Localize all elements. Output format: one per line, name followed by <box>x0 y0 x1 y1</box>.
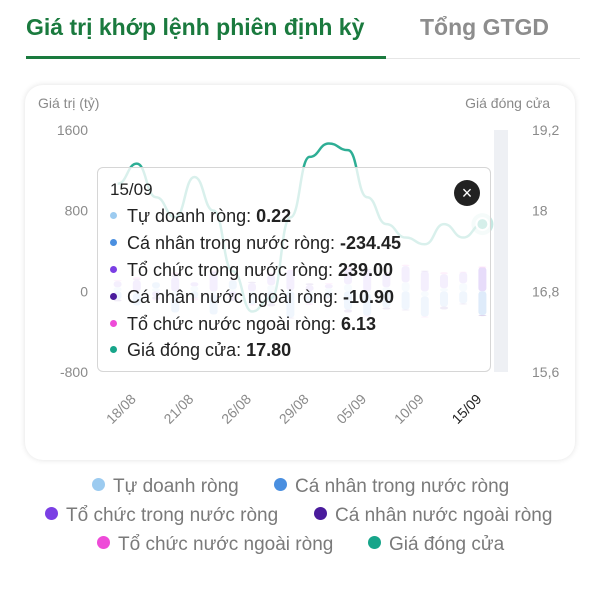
x-tick-label: 10/09 <box>391 391 427 427</box>
active-tab-underline <box>26 56 386 59</box>
legend-swatch <box>314 507 327 521</box>
chart-tooltip: 15/09 × Tự doanh ròng: 0.22 Cá nhân tron… <box>97 167 491 372</box>
tooltip-label: Tổ chức trong nước ròng: <box>127 260 338 280</box>
legend-swatch <box>45 507 58 521</box>
right-axis-title: Giá đóng cửa <box>465 95 550 111</box>
legend-swatch <box>274 478 287 492</box>
tooltip-value: 6.13 <box>341 314 377 334</box>
tooltip-row-gia-dong-cua: Giá đóng cửa: 17.80 <box>110 340 291 361</box>
tooltip-dot <box>110 265 117 273</box>
tooltip-dot <box>110 345 117 353</box>
right-tick-label: 15,6 <box>532 364 559 380</box>
highlight-band <box>494 130 508 372</box>
legend-label: Cá nhân nước ngoài ròng <box>335 505 553 526</box>
legend-item-gia-dong-cua[interactable]: Giá đóng cửa <box>368 534 504 556</box>
legend-item-ca-nhan-trong-nuoc[interactable]: Cá nhân trong nước ròng <box>274 476 509 498</box>
right-tick-label: 16,8 <box>532 283 559 299</box>
left-axis-title: Giá trị (tỷ) <box>38 95 99 111</box>
close-icon[interactable]: × <box>454 180 480 206</box>
legend-label: Giá đóng cửa <box>389 534 505 555</box>
x-tick-label: 26/08 <box>218 391 254 427</box>
tooltip-label: Tổ chức nước ngoài ròng: <box>127 314 342 334</box>
legend-item-to-chuc-nuoc-ngoai[interactable]: Tổ chức nước ngoài ròng <box>97 534 333 556</box>
right-tick-label: 19,2 <box>532 122 559 138</box>
tooltip-date: 15/09 <box>110 180 153 199</box>
tooltip-row-to-chuc-trong-nuoc: Tổ chức trong nước ròng: 239.00 <box>110 260 393 281</box>
legend-item-ca-nhan-nuoc-ngoai[interactable]: Cá nhân nước ngoài ròng <box>314 505 552 527</box>
tooltip-row-tu-doanh: Tự doanh ròng: 0.22 <box>110 206 291 227</box>
tooltip-label: Tự doanh ròng: <box>127 206 257 226</box>
legend-label: Cá nhân trong nước ròng <box>295 476 510 497</box>
tooltip-value: 17.80 <box>246 340 292 360</box>
tooltip-label: Cá nhân trong nước ròng: <box>127 233 340 253</box>
tooltip-row-ca-nhan-nuoc-ngoai: Cá nhân nước ngoài ròng: -10.90 <box>110 287 394 308</box>
legend-label: Tổ chức trong nước ròng <box>66 505 279 526</box>
tooltip-label: Cá nhân nước ngoài ròng: <box>127 287 343 307</box>
x-tick-label: 29/08 <box>276 391 312 427</box>
legend-label: Tổ chức nước ngoài ròng <box>118 534 334 555</box>
tab-bar: Giá trị khớp lệnh phiên định kỳ Tổng GTG… <box>0 0 600 60</box>
tooltip-value: 0.22 <box>256 206 292 226</box>
tooltip-label: Giá đóng cửa: <box>127 340 247 360</box>
legend-item-to-chuc-trong-nuoc[interactable]: Tổ chức trong nước ròng <box>45 505 278 527</box>
x-tick-label: 05/09 <box>333 391 369 427</box>
tooltip-value: -234.45 <box>339 233 402 253</box>
x-tick-label: 15/09 <box>448 391 484 427</box>
tooltip-value: 239.00 <box>338 260 394 280</box>
left-tick-label: 800 <box>65 203 89 219</box>
tab-tong-gtgd[interactable]: Tổng GTGD <box>420 14 550 40</box>
left-tick-label: -800 <box>60 364 88 380</box>
legend-swatch <box>368 536 381 550</box>
x-tick-label: 21/08 <box>160 391 196 427</box>
tab-gia-tri-khop-lenh[interactable]: Giá trị khớp lệnh phiên định kỳ <box>26 14 365 40</box>
tooltip-dot <box>110 211 117 219</box>
legend-swatch <box>92 478 105 492</box>
tooltip-row-to-chuc-nuoc-ngoai: Tổ chức nước ngoài ròng: 6.13 <box>110 314 376 335</box>
legend-swatch <box>97 536 110 550</box>
tooltip-row-ca-nhan-trong-nuoc: Cá nhân trong nước ròng: -234.45 <box>110 233 401 254</box>
tooltip-dot <box>110 319 117 327</box>
left-tick-label: 0 <box>80 283 88 299</box>
x-tick-label: 18/08 <box>103 391 139 427</box>
right-tick-label: 18 <box>532 203 548 219</box>
legend-item-tu-doanh[interactable]: Tự doanh ròng <box>92 476 239 498</box>
legend-label: Tự doanh ròng <box>113 476 239 497</box>
tooltip-dot <box>110 238 117 246</box>
tooltip-dot <box>110 292 117 300</box>
tooltip-value: -10.90 <box>343 287 395 307</box>
left-tick-label: 1600 <box>57 122 88 138</box>
